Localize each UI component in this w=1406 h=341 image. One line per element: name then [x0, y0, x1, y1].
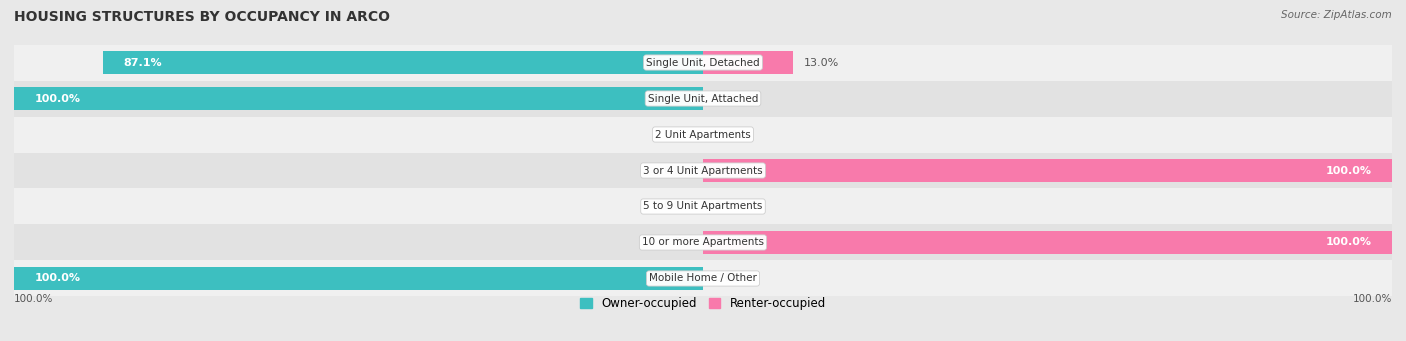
- Text: 100.0%: 100.0%: [1326, 237, 1371, 248]
- Text: 100.0%: 100.0%: [35, 273, 80, 283]
- Text: 100.0%: 100.0%: [1326, 165, 1371, 176]
- Text: 0.0%: 0.0%: [664, 237, 692, 248]
- Bar: [14, 45, 1392, 80]
- Legend: Owner-occupied, Renter-occupied: Owner-occupied, Renter-occupied: [575, 293, 831, 315]
- Text: 2 Unit Apartments: 2 Unit Apartments: [655, 130, 751, 139]
- Text: 0.0%: 0.0%: [664, 130, 692, 139]
- Text: 0.0%: 0.0%: [664, 202, 692, 211]
- Text: 5 to 9 Unit Apartments: 5 to 9 Unit Apartments: [644, 202, 762, 211]
- Text: Source: ZipAtlas.com: Source: ZipAtlas.com: [1281, 10, 1392, 20]
- Text: 100.0%: 100.0%: [35, 93, 80, 104]
- Bar: [703, 159, 1392, 182]
- Bar: [103, 51, 703, 74]
- Bar: [14, 261, 1392, 296]
- Text: 0.0%: 0.0%: [714, 93, 742, 104]
- Bar: [14, 189, 1392, 224]
- Bar: [14, 224, 1392, 261]
- Text: 0.0%: 0.0%: [664, 165, 692, 176]
- Text: 0.0%: 0.0%: [714, 273, 742, 283]
- Bar: [14, 80, 1392, 117]
- Text: 100.0%: 100.0%: [14, 294, 53, 305]
- Text: 0.0%: 0.0%: [714, 202, 742, 211]
- Text: Mobile Home / Other: Mobile Home / Other: [650, 273, 756, 283]
- Bar: [14, 267, 703, 290]
- Bar: [14, 152, 1392, 189]
- Bar: [703, 51, 793, 74]
- Text: 100.0%: 100.0%: [1353, 294, 1392, 305]
- Bar: [14, 87, 703, 110]
- Text: 10 or more Apartments: 10 or more Apartments: [643, 237, 763, 248]
- Bar: [14, 117, 1392, 152]
- Text: Single Unit, Detached: Single Unit, Detached: [647, 58, 759, 68]
- Text: Single Unit, Attached: Single Unit, Attached: [648, 93, 758, 104]
- Text: 0.0%: 0.0%: [714, 130, 742, 139]
- Text: 87.1%: 87.1%: [124, 58, 162, 68]
- Text: 13.0%: 13.0%: [804, 58, 839, 68]
- Text: 3 or 4 Unit Apartments: 3 or 4 Unit Apartments: [643, 165, 763, 176]
- Bar: [703, 231, 1392, 254]
- Text: HOUSING STRUCTURES BY OCCUPANCY IN ARCO: HOUSING STRUCTURES BY OCCUPANCY IN ARCO: [14, 10, 389, 24]
